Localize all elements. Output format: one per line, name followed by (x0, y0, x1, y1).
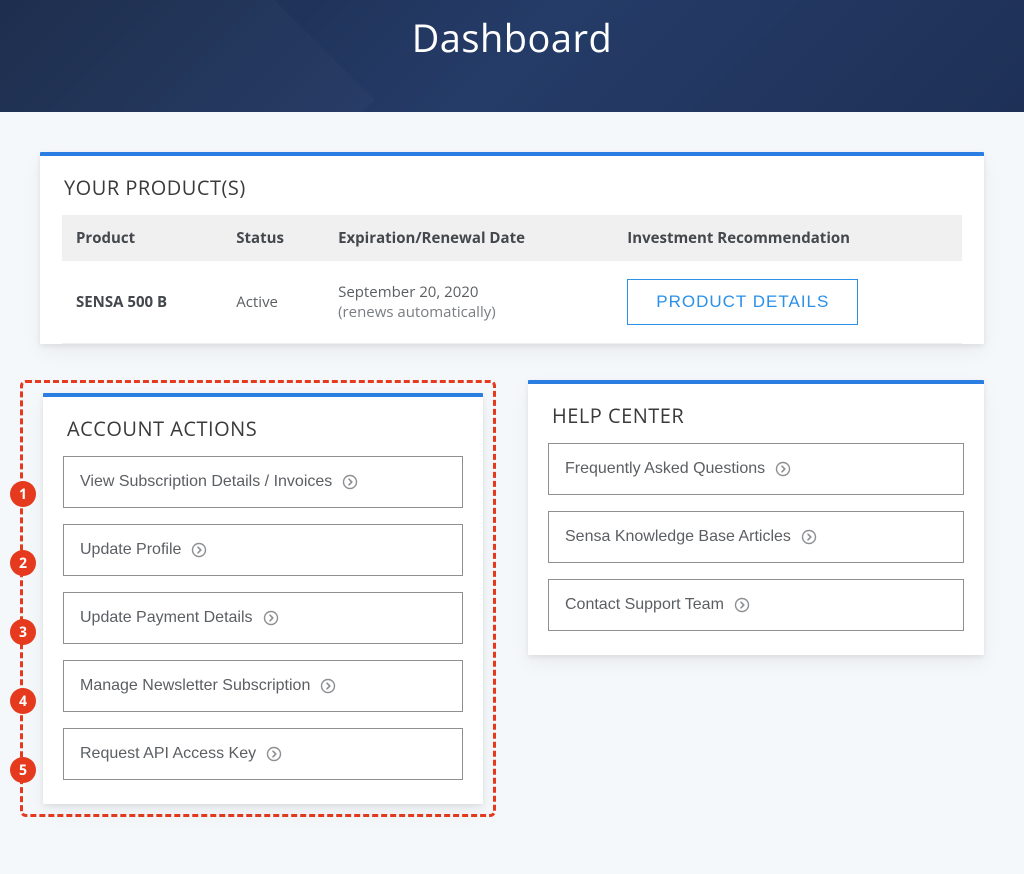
cell-action: PRODUCT DETAILS (613, 261, 962, 344)
action-label: Update Profile (80, 541, 181, 559)
annotation-badge-3: 3 (10, 619, 36, 645)
col-recommendation: Investment Recommendation (613, 215, 962, 261)
page-header: Dashboard (0, 0, 1024, 112)
expiration-date: September 20, 2020 (338, 282, 599, 302)
account-actions-column: ACCOUNT ACTIONS View Subscription Detail… (40, 380, 496, 817)
annotation-box: ACCOUNT ACTIONS View Subscription Detail… (20, 380, 496, 817)
cell-expiration: September 20, 2020 (renews automatically… (324, 261, 613, 344)
chevron-right-circle-icon (320, 678, 336, 694)
update-payment-button[interactable]: Update Payment Details (63, 592, 463, 644)
contact-support-button[interactable]: Contact Support Team (548, 579, 964, 631)
help-center-column: HELP CENTER Frequently Asked Questions S… (528, 380, 984, 655)
action-label: Update Payment Details (80, 609, 253, 627)
col-product: Product (62, 215, 222, 261)
chevron-right-circle-icon (801, 529, 817, 545)
action-label: Contact Support Team (565, 596, 724, 614)
chevron-right-circle-icon (734, 597, 750, 613)
action-label: Sensa Knowledge Base Articles (565, 528, 791, 546)
help-center-card: HELP CENTER Frequently Asked Questions S… (528, 380, 984, 655)
account-actions-card: ACCOUNT ACTIONS View Subscription Detail… (43, 393, 483, 804)
annotation-badge-2: 2 (10, 550, 36, 576)
knowledge-base-button[interactable]: Sensa Knowledge Base Articles (548, 511, 964, 563)
products-table: Product Status Expiration/Renewal Date I… (62, 215, 962, 344)
account-actions-list: View Subscription Details / Invoices Upd… (43, 456, 483, 804)
action-label: Manage Newsletter Subscription (80, 677, 310, 695)
chevron-right-circle-icon (266, 746, 282, 762)
update-profile-button[interactable]: Update Profile (63, 524, 463, 576)
page-title: Dashboard (412, 12, 613, 64)
account-actions-title: ACCOUNT ACTIONS (43, 397, 483, 456)
chevron-right-circle-icon (191, 542, 207, 558)
annotation-badge-1: 1 (10, 481, 36, 507)
cell-product-name: SENSA 500 B (62, 261, 222, 344)
manage-newsletter-button[interactable]: Manage Newsletter Subscription (63, 660, 463, 712)
table-row: SENSA 500 B Active September 20, 2020 (r… (62, 261, 962, 344)
annotation-badge-4: 4 (10, 688, 36, 714)
chevron-right-circle-icon (342, 474, 358, 490)
expiration-note: (renews automatically) (338, 302, 599, 322)
annotation-badge-5: 5 (10, 757, 36, 783)
col-expiration: Expiration/Renewal Date (324, 215, 613, 261)
chevron-right-circle-icon (263, 610, 279, 626)
products-card-title: YOUR PRODUCT(S) (40, 156, 984, 215)
help-center-list: Frequently Asked Questions Sensa Knowled… (528, 443, 984, 655)
chevron-right-circle-icon (775, 461, 791, 477)
action-label: Request API Access Key (80, 745, 256, 763)
faq-button[interactable]: Frequently Asked Questions (548, 443, 964, 495)
request-api-key-button[interactable]: Request API Access Key (63, 728, 463, 780)
action-label: Frequently Asked Questions (565, 460, 765, 478)
page-body: YOUR PRODUCT(S) Product Status Expiratio… (0, 112, 1024, 837)
help-center-title: HELP CENTER (528, 384, 984, 443)
product-details-button[interactable]: PRODUCT DETAILS (627, 279, 858, 325)
two-column-layout: ACCOUNT ACTIONS View Subscription Detail… (40, 380, 984, 817)
products-card: YOUR PRODUCT(S) Product Status Expiratio… (40, 152, 984, 344)
cell-status: Active (222, 261, 324, 344)
view-subscription-button[interactable]: View Subscription Details / Invoices (63, 456, 463, 508)
col-status: Status (222, 215, 324, 261)
action-label: View Subscription Details / Invoices (80, 473, 332, 491)
